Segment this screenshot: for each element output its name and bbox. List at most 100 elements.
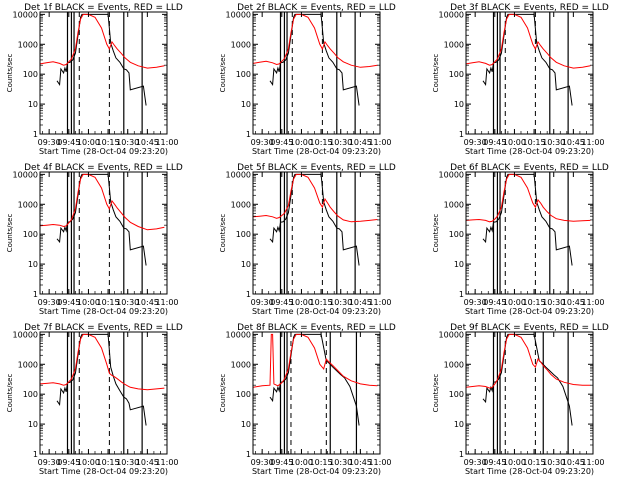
chart-title: Det 3f BLACK = Events, RED = LLD [450,3,609,13]
x-tick-label: 10:45 [349,138,372,147]
chart-panel-1: 1 10 100 1000 10000 09:3009:4510:0010:1510:30… [6,3,183,156]
y-tick-label: 1000 [444,360,464,369]
x-tick-label: 10:15 [523,458,546,467]
chart-title: Det 5f BLACK = Events, RED = LLD [237,163,396,173]
y-tick-label: 100 [236,70,251,79]
x-tick-label: 09:45 [483,458,506,467]
plot-frame [465,11,594,135]
y-tick-label: 1 [246,130,251,139]
x-tick-label: 09:45 [270,458,293,467]
x-tick-label: 09:45 [270,298,293,307]
x-axis-label: Start Time (28-Oct-04 09:23:20) [465,147,594,156]
x-tick-label: 10:30 [329,458,352,467]
y-tick-label: 10000 [13,10,38,19]
x-tick-label: 09:30 [251,458,274,467]
x-axis-label: Start Time (28-Oct-04 09:23:20) [465,467,594,476]
x-tick-label: 10:15 [97,298,120,307]
x-axis-label: Start Time (28-Oct-04 09:23:20) [252,467,381,476]
chart-panel-5: 1 10 100 1000 10000 09:3009:4510:0010:1510:30… [219,163,396,316]
y-tick-label: 10 [454,420,464,429]
chart-panel-8: 1 10 100 1000 10000 09:3009:4510:0010:1510:30… [219,323,396,476]
x-tick-label: 09:45 [57,298,80,307]
plot-frame [39,171,168,295]
plot-frame [465,331,594,455]
plot-frame [252,171,381,295]
x-tick-label: 10:45 [136,298,159,307]
plot-frame [465,171,594,295]
x-tick-label: 09:45 [483,298,506,307]
y-axis-label: Counts/sec [219,214,227,253]
y-tick-label: 10000 [13,330,38,339]
y-tick-label: 100 [23,70,38,79]
x-tick-label: 10:00 [290,298,313,307]
y-axis-label: Counts/sec [432,54,440,93]
x-tick-label: 10:00 [77,298,100,307]
y-tick-label: 1 [33,130,38,139]
x-tick-label: 10:15 [97,458,120,467]
chart-title: Det 8f BLACK = Events, RED = LLD [237,323,396,333]
y-tick-label: 1000 [444,200,464,209]
y-tick-label: 1000 [231,200,251,209]
x-tick-label: 09:30 [464,298,487,307]
x-axis-label: Start Time (28-Oct-04 09:23:20) [252,147,381,156]
y-axis-label: Counts/sec [432,374,440,413]
x-tick-label: 10:00 [503,298,526,307]
x-tick-label: 09:30 [38,458,61,467]
x-tick-label: 10:15 [310,458,333,467]
lld-series-line [253,13,378,68]
x-axis-label: Start Time (28-Oct-04 09:23:20) [39,307,168,316]
plot-frame [39,11,168,135]
y-tick-label: 1000 [231,40,251,49]
x-tick-label: 10:30 [542,458,565,467]
x-tick-label: 09:30 [464,138,487,147]
y-tick-label: 10000 [439,330,464,339]
x-tick-label: 09:30 [38,138,61,147]
x-tick-label: 11:00 [368,138,391,147]
y-tick-label: 10 [28,260,38,269]
y-tick-label: 10 [28,420,38,429]
lld-series-line [40,13,165,69]
y-tick-label: 1000 [18,40,38,49]
chart-title: Det 2f BLACK = Events, RED = LLD [237,3,396,13]
lld-series-line [253,173,378,223]
y-tick-label: 10 [241,420,251,429]
plot-frame [39,331,168,455]
x-axis-label: Start Time (28-Oct-04 09:23:20) [465,307,594,316]
plot-frame [252,331,381,455]
y-tick-label: 100 [449,230,464,239]
x-tick-label: 11:00 [581,458,604,467]
x-tick-label: 09:45 [270,138,293,147]
x-tick-label: 09:45 [483,138,506,147]
y-tick-label: 100 [23,230,38,239]
y-tick-label: 10000 [439,170,464,179]
y-tick-label: 10000 [226,330,251,339]
chart-title: Det 1f BLACK = Events, RED = LLD [24,3,183,13]
y-tick-label: 100 [236,390,251,399]
x-tick-label: 10:30 [116,138,139,147]
x-tick-label: 11:00 [155,138,178,147]
chart-title: Det 6f BLACK = Events, RED = LLD [450,163,609,173]
y-tick-label: 100 [449,390,464,399]
lld-series-line [466,333,591,389]
x-tick-label: 10:45 [349,458,372,467]
y-tick-label: 10000 [13,170,38,179]
x-tick-label: 10:00 [503,458,526,467]
x-tick-label: 10:45 [562,458,585,467]
x-tick-label: 11:00 [155,298,178,307]
chart-title: Det 7f BLACK = Events, RED = LLD [24,323,183,333]
y-tick-label: 10 [241,260,251,269]
x-tick-label: 10:30 [542,138,565,147]
y-tick-label: 1 [33,450,38,459]
lld-series-line [466,173,591,223]
y-axis-label: Counts/sec [432,214,440,253]
x-tick-label: 10:30 [116,298,139,307]
x-tick-label: 10:45 [136,458,159,467]
x-tick-label: 10:30 [329,298,352,307]
y-tick-label: 10 [28,100,38,109]
x-tick-label: 09:30 [38,298,61,307]
chart-panel-9: 1 10 100 1000 10000 09:3009:4510:0010:1510:30… [432,323,609,476]
x-tick-label: 10:15 [310,138,333,147]
x-axis-label: Start Time (28-Oct-04 09:23:20) [252,307,381,316]
chart-panel-7: 1 10 100 1000 10000 09:3009:4510:0010:1510:30… [6,323,183,476]
x-tick-label: 10:15 [310,298,333,307]
